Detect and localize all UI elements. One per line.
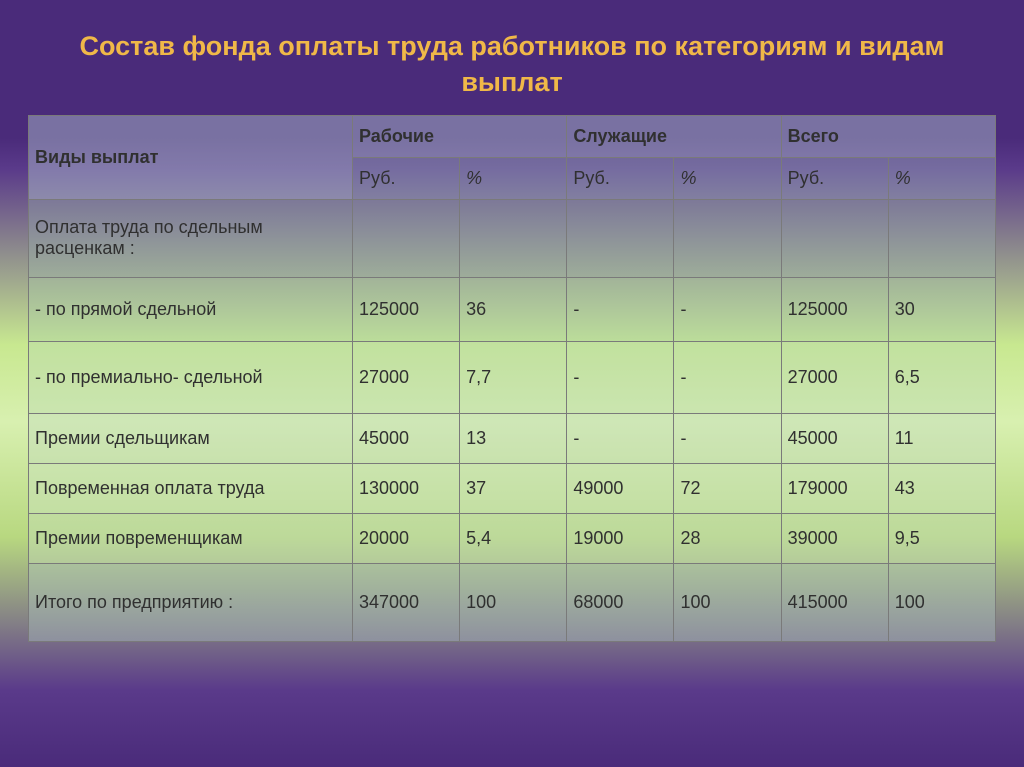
payroll-table: Виды выплат Рабочие Служащие Всего Руб. …	[28, 115, 996, 642]
cell-value: -	[674, 413, 781, 463]
cell-value: 30	[888, 277, 995, 341]
cell-value: 100	[460, 563, 567, 641]
header-types: Виды выплат	[29, 115, 353, 199]
cell-value: 9,5	[888, 513, 995, 563]
header-workers-pct: %	[460, 157, 567, 199]
header-total-rub: Руб.	[781, 157, 888, 199]
cell-value: 28	[674, 513, 781, 563]
cell-value: 68000	[567, 563, 674, 641]
cell-value	[888, 199, 995, 277]
cell-label: Премии сдельщикам	[29, 413, 353, 463]
cell-value: 27000	[353, 341, 460, 413]
header-total-pct: %	[888, 157, 995, 199]
cell-value: 36	[460, 277, 567, 341]
header-employees-rub: Руб.	[567, 157, 674, 199]
cell-label: Повременная оплата труда	[29, 463, 353, 513]
header-group-total: Всего	[781, 115, 995, 157]
cell-value: 72	[674, 463, 781, 513]
cell-value: 43	[888, 463, 995, 513]
cell-value: 13	[460, 413, 567, 463]
cell-value: -	[674, 341, 781, 413]
header-employees-pct: %	[674, 157, 781, 199]
header-workers-rub: Руб.	[353, 157, 460, 199]
cell-value: -	[567, 277, 674, 341]
slide-title: Состав фонда оплаты труда работников по …	[28, 28, 996, 101]
cell-value: 11	[888, 413, 995, 463]
cell-label: - по премиально- сдельной	[29, 341, 353, 413]
cell-label: - по прямой сдельной	[29, 277, 353, 341]
table-row: Итого по предприятию : 347000 100 68000 …	[29, 563, 996, 641]
cell-value: -	[674, 277, 781, 341]
cell-value: 179000	[781, 463, 888, 513]
cell-value: 39000	[781, 513, 888, 563]
table-row: Премии повременщикам 20000 5,4 19000 28 …	[29, 513, 996, 563]
table-row: - по прямой сдельной 125000 36 - - 12500…	[29, 277, 996, 341]
table-row: Премии сдельщикам 45000 13 - - 45000 11	[29, 413, 996, 463]
cell-value: 7,7	[460, 341, 567, 413]
cell-value	[781, 199, 888, 277]
table-row: Повременная оплата труда 130000 37 49000…	[29, 463, 996, 513]
cell-value: 45000	[353, 413, 460, 463]
cell-value	[674, 199, 781, 277]
cell-value	[567, 199, 674, 277]
cell-value	[353, 199, 460, 277]
cell-label: Премии повременщикам	[29, 513, 353, 563]
cell-label: Оплата труда по сдельным расценкам :	[29, 199, 353, 277]
table-row: Оплата труда по сдельным расценкам :	[29, 199, 996, 277]
cell-value: 347000	[353, 563, 460, 641]
cell-value: 49000	[567, 463, 674, 513]
header-group-employees: Служащие	[567, 115, 781, 157]
cell-value: 100	[888, 563, 995, 641]
cell-value: 27000	[781, 341, 888, 413]
cell-value: 100	[674, 563, 781, 641]
table-row: - по премиально- сдельной 27000 7,7 - - …	[29, 341, 996, 413]
cell-value: 20000	[353, 513, 460, 563]
cell-value: 45000	[781, 413, 888, 463]
cell-value: 125000	[353, 277, 460, 341]
cell-value: 5,4	[460, 513, 567, 563]
cell-value: -	[567, 413, 674, 463]
cell-value: 37	[460, 463, 567, 513]
cell-value: 125000	[781, 277, 888, 341]
cell-value: 19000	[567, 513, 674, 563]
cell-label: Итого по предприятию :	[29, 563, 353, 641]
cell-value: 6,5	[888, 341, 995, 413]
header-group-workers: Рабочие	[353, 115, 567, 157]
cell-value: 130000	[353, 463, 460, 513]
cell-value	[460, 199, 567, 277]
cell-value: 415000	[781, 563, 888, 641]
cell-value: -	[567, 341, 674, 413]
